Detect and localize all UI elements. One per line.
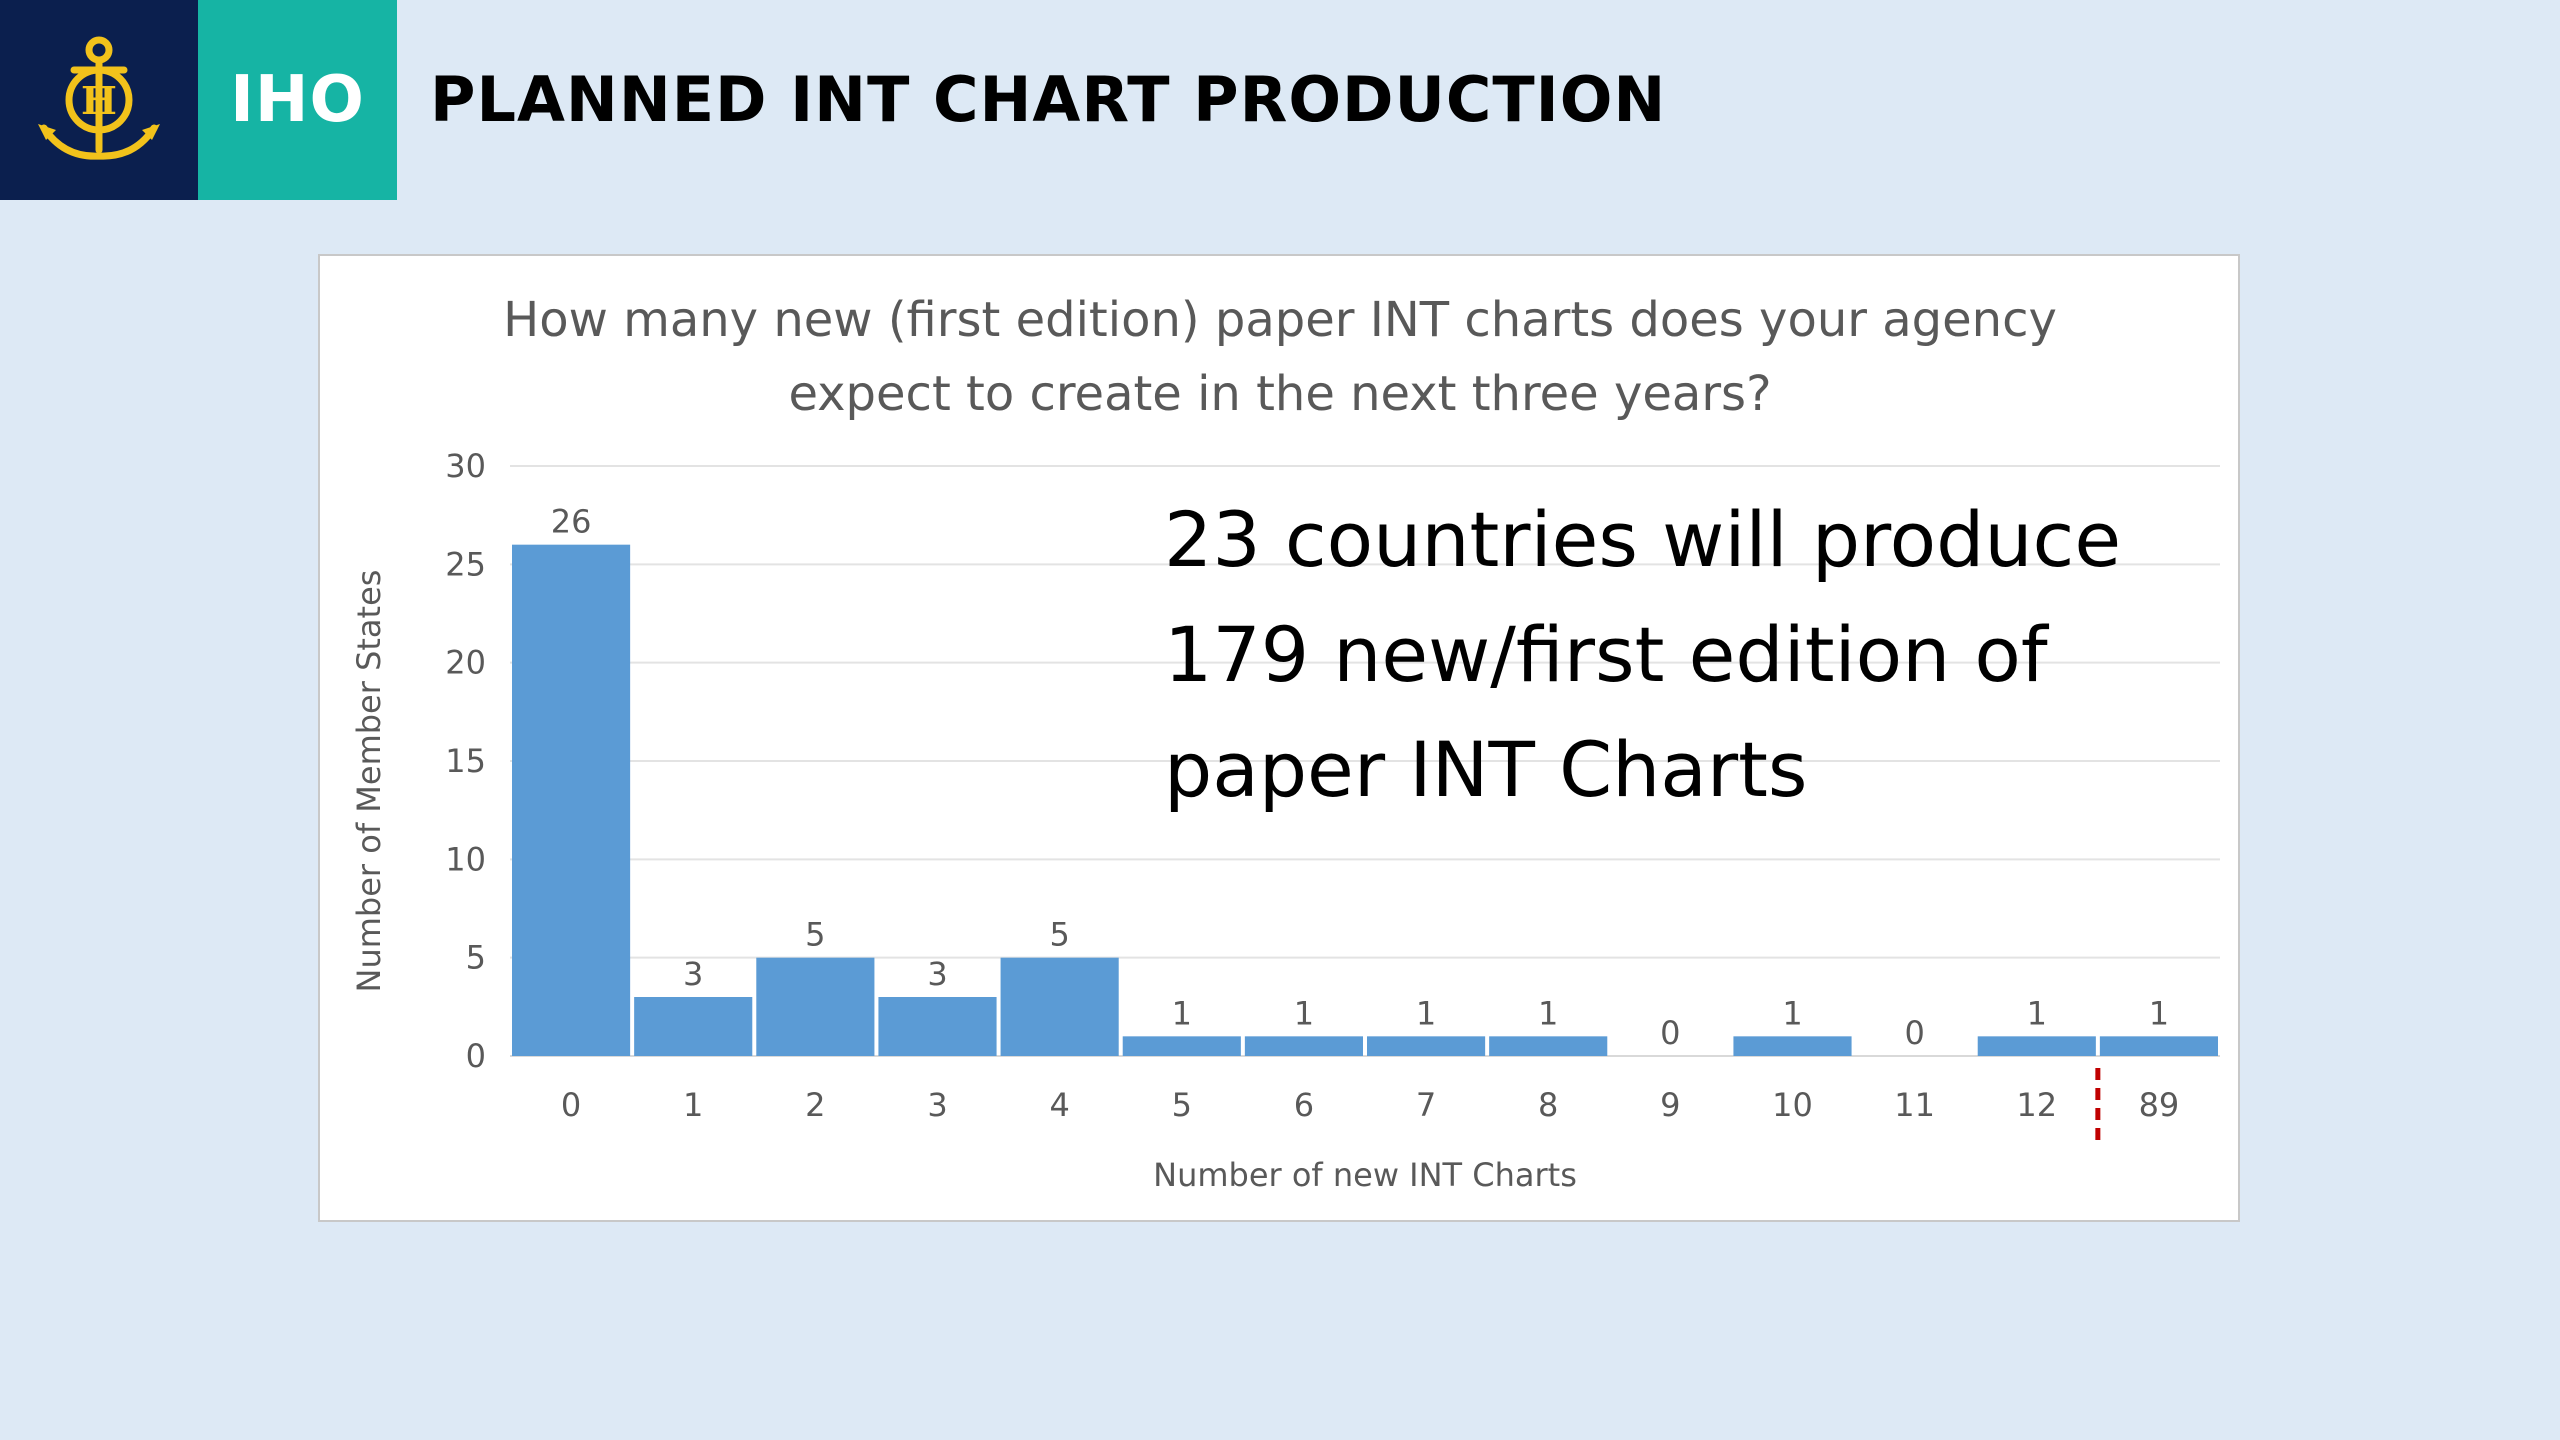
iho-logo: H — [0, 0, 198, 200]
callout-line: 23 countries will produce — [1164, 495, 2121, 584]
data-label: 5 — [805, 916, 825, 954]
data-label: 1 — [1294, 994, 1314, 1032]
slide-title: PLANNED INT CHART PRODUCTION — [430, 63, 1667, 136]
data-label: 0 — [1904, 1014, 1924, 1052]
x-tick-label: 9 — [1660, 1086, 1680, 1124]
x-axis-ticks: 0 1 2 3 4 5 6 7 8 9 10 11 12 89 — [561, 1086, 2179, 1124]
y-tick-label: 10 — [445, 840, 486, 878]
x-tick-label: 5 — [1172, 1086, 1192, 1124]
bar — [756, 957, 875, 1056]
bar — [512, 544, 631, 1056]
y-axis-ticks: 0 5 10 15 20 25 30 — [445, 447, 486, 1075]
data-label: 3 — [927, 955, 947, 993]
data-label: 1 — [1416, 994, 1436, 1032]
y-axis-title: Number of Member States — [350, 570, 388, 993]
x-tick-label: 11 — [1894, 1086, 1935, 1124]
bars — [512, 544, 2218, 1056]
y-tick-label: 5 — [466, 939, 486, 977]
bar — [1000, 957, 1119, 1056]
data-label: 1 — [2027, 994, 2047, 1032]
x-tick-label: 10 — [1772, 1086, 1813, 1124]
y-tick-label: 15 — [445, 742, 486, 780]
bar-chart: How many new (first edition) paper INT c… — [350, 292, 2220, 1194]
svg-text:H: H — [81, 78, 117, 123]
x-tick-label: 7 — [1416, 1086, 1436, 1124]
x-tick-label: 2 — [805, 1086, 825, 1124]
callout-text: 23 countries will produce 179 new/first e… — [1164, 495, 2121, 814]
callout-line: 179 new/first edition of — [1164, 610, 2050, 699]
y-tick-label: 25 — [445, 545, 486, 583]
y-tick-label: 0 — [466, 1037, 486, 1075]
bar — [1733, 1036, 1852, 1056]
data-label: 3 — [683, 955, 703, 993]
brand-label: IHO — [198, 0, 397, 200]
x-tick-label: 12 — [2016, 1086, 2057, 1124]
bar — [878, 997, 997, 1056]
callout-line: paper INT Charts — [1164, 725, 1808, 814]
x-tick-label: 8 — [1538, 1086, 1558, 1124]
y-tick-label: 30 — [445, 447, 486, 485]
bar — [1122, 1036, 1241, 1056]
chart-title: How many new (first edition) paper INT c… — [503, 292, 2057, 422]
data-labels: 26 3 5 3 5 1 1 1 1 0 1 0 1 1 — [551, 503, 2169, 1052]
data-label: 1 — [2149, 994, 2169, 1032]
bar — [1977, 1036, 2096, 1056]
data-label: 0 — [1660, 1014, 1680, 1052]
bar — [1367, 1036, 1486, 1056]
bar — [1244, 1036, 1363, 1056]
data-label: 1 — [1172, 994, 1192, 1032]
x-tick-label: 3 — [927, 1086, 947, 1124]
chart-title-line: expect to create in the next three years… — [788, 366, 1771, 422]
x-tick-label: 6 — [1294, 1086, 1314, 1124]
y-tick-label: 20 — [445, 644, 486, 682]
x-tick-label: 0 — [561, 1086, 581, 1124]
x-axis-title: Number of new INT Charts — [1153, 1156, 1577, 1194]
bar — [634, 997, 753, 1056]
data-label: 26 — [551, 503, 592, 541]
x-tick-label: 89 — [2139, 1086, 2180, 1124]
data-label: 1 — [1782, 994, 1802, 1032]
iho-anchor-emblem-icon: H — [38, 36, 160, 160]
bar — [2099, 1036, 2218, 1056]
data-label: 5 — [1049, 916, 1069, 954]
chart-frame: How many new (first edition) paper INT c… — [318, 254, 2240, 1222]
chart-title-line: How many new (first edition) paper INT c… — [503, 292, 2057, 348]
x-tick-label: 4 — [1049, 1086, 1069, 1124]
bar — [1489, 1036, 1608, 1056]
x-tick-label: 1 — [683, 1086, 703, 1124]
data-label: 1 — [1538, 994, 1558, 1032]
